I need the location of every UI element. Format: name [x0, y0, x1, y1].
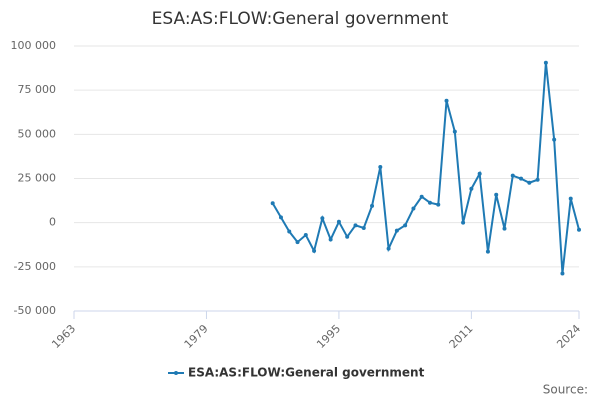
point — [287, 229, 292, 234]
point — [312, 248, 317, 253]
point — [336, 219, 341, 224]
point — [295, 240, 300, 245]
y-tick-label: -25 000 — [14, 260, 56, 273]
point — [568, 196, 573, 201]
point — [353, 223, 358, 228]
legend-marker — [174, 371, 178, 375]
point — [510, 173, 515, 178]
point — [320, 216, 325, 221]
point — [577, 227, 581, 232]
x-tick-label: 1979 — [182, 322, 211, 351]
y-tick-label: -50 000 — [14, 304, 56, 317]
x-tick-label: 2024 — [554, 322, 583, 351]
point — [469, 186, 474, 191]
point — [303, 233, 308, 238]
point — [378, 165, 383, 170]
point — [560, 271, 565, 276]
point — [436, 202, 441, 207]
source: Source: — [543, 383, 588, 397]
point — [270, 201, 275, 206]
x-tick-label: 2011 — [447, 322, 476, 351]
point — [502, 226, 507, 231]
point — [345, 234, 350, 239]
point — [452, 129, 457, 134]
point — [403, 223, 408, 228]
point — [361, 225, 366, 230]
y-tick-label: 50 000 — [18, 127, 57, 140]
point — [427, 200, 432, 205]
point — [477, 171, 482, 176]
legend-label: ESA:AS:FLOW:General government — [188, 366, 425, 380]
point — [527, 180, 532, 185]
x-tick-label: 1995 — [314, 322, 343, 351]
y-tick-label: 0 — [49, 216, 56, 229]
point — [535, 177, 540, 182]
x-tick-label: 1963 — [49, 322, 78, 351]
point — [461, 220, 466, 225]
point — [519, 176, 524, 181]
y-tick-label: 100 000 — [11, 39, 57, 52]
point — [394, 228, 399, 233]
point — [278, 215, 283, 220]
line — [271, 62, 580, 274]
point — [444, 98, 449, 103]
point — [543, 60, 548, 65]
y-tick-label: 75 000 — [18, 83, 57, 96]
point — [411, 206, 416, 211]
point — [485, 249, 490, 254]
point — [419, 194, 424, 199]
point — [552, 137, 557, 142]
chart-title: ESA:AS:FLOW:General government — [152, 9, 449, 29]
point — [386, 246, 391, 251]
point — [370, 203, 375, 208]
point — [494, 192, 499, 197]
y-tick-label: 25 000 — [18, 172, 57, 185]
point — [328, 237, 333, 242]
